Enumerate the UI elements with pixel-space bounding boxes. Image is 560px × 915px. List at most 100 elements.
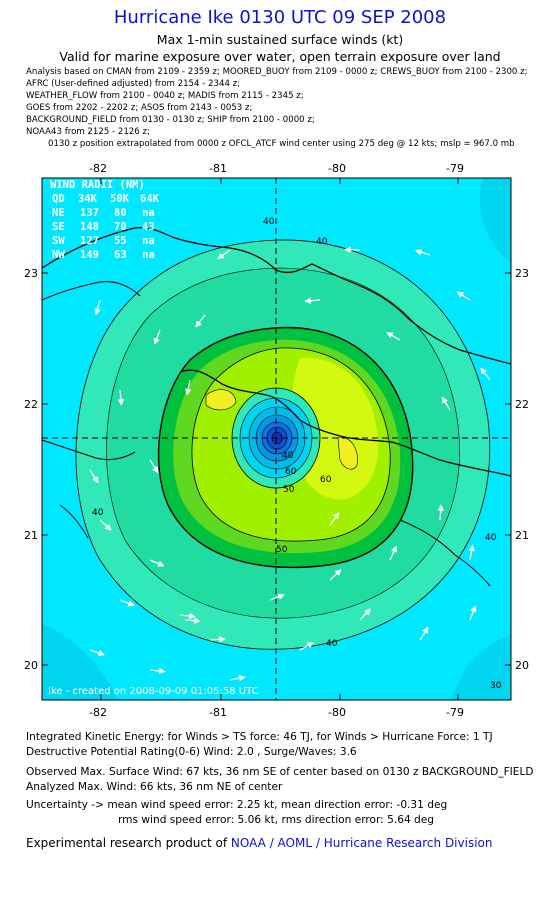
wind-max-area-nw <box>205 389 237 411</box>
uncertainty-line-2: rms wind speed error: 5.06 kt, rms direc… <box>118 814 435 826</box>
wind-vector-arrow <box>414 249 431 256</box>
wind-vector-arrow <box>389 545 397 561</box>
wind-vector-arrow <box>184 617 201 624</box>
wind-radii-quadrant: SW <box>52 235 65 247</box>
lon-tick-label: -79 <box>446 706 464 719</box>
lat-tick-label: 21 <box>24 529 38 542</box>
analysis-line: Analysis based on CMAN from 2109 - 2359 … <box>26 67 528 77</box>
contour-label: 40 <box>326 639 338 649</box>
cuba-south-coast <box>179 369 511 477</box>
wind-radii-title: WIND RADII (NM) <box>50 179 145 191</box>
wind-radii-value: 149 <box>80 249 99 261</box>
lon-tick-label: -82 <box>89 162 107 175</box>
lon-tick-label: -79 <box>446 162 464 175</box>
lon-tick-label: -81 <box>209 162 227 175</box>
wind-vector-arrow <box>480 367 491 381</box>
wind-radii-value: na <box>142 207 155 219</box>
wind-radii-value: 43 <box>142 221 155 233</box>
wind-vector-arrow <box>437 504 444 521</box>
wind-band-30-se <box>452 634 511 700</box>
credit-org-link[interactable]: NOAA / AOML / Hurricane Research Divisio… <box>230 836 493 850</box>
analysis-line: NOAA43 from 2125 - 2126 z; <box>26 127 150 137</box>
wind-vector-arrow <box>299 642 314 651</box>
lat-tick-label: 21 <box>515 529 529 542</box>
contour-label: 50 <box>276 545 288 555</box>
wind-band-30-ne <box>480 178 511 264</box>
credit-line: Experimental research product of NOAA / … <box>26 836 492 850</box>
credit-prefix: Experimental research product of <box>26 836 231 850</box>
wind-vector-arrow <box>269 593 285 601</box>
analysis-line: AFRC (User-defined adjusted) from 2154 -… <box>26 79 241 89</box>
wind-vector-arrow <box>117 389 125 406</box>
lon-tick-label: -81 <box>209 706 227 719</box>
wind-vector-arrow <box>209 636 226 643</box>
wind-vector-arrow <box>469 605 477 621</box>
wind-radii-quadrant: NE <box>52 207 65 219</box>
contour-40-west <box>59 504 89 539</box>
wind-vector-arrow <box>99 519 112 531</box>
contour-label: 40 <box>263 217 275 227</box>
lat-tick-label: 22 <box>515 398 529 411</box>
ike-line: Integrated Kinetic Energy: for Winds > T… <box>26 731 493 743</box>
wind-vector-arrow <box>149 559 165 567</box>
map-subtitle: Max 1-min sustained surface winds (kt) <box>156 32 404 47</box>
contour-label: 40 <box>316 237 328 247</box>
wind-vector-arrow <box>304 297 321 304</box>
wind-radii-value: 148 <box>80 221 99 233</box>
plot-area: 40 40 40 40 50 50 60 60 40 30 40 WIND RA… <box>0 178 511 890</box>
wind-vector-arrow <box>456 291 471 301</box>
wind-vector-arrow <box>329 569 342 581</box>
axis-ticks <box>42 178 511 700</box>
wind-vector-arrow <box>179 612 196 620</box>
wind-vector-arrow <box>229 674 246 682</box>
wind-radii-value: 55 <box>114 235 127 247</box>
wind-max-area <box>337 437 358 470</box>
wind-vector-arrow <box>419 626 429 641</box>
wind-radii-value: 127 <box>80 235 99 247</box>
isla-juventud-coast <box>42 439 136 461</box>
wind-vector-arrow <box>386 332 401 341</box>
lon-tick-label: -82 <box>89 706 107 719</box>
wind-band-20 <box>0 670 70 890</box>
wind-band-30 <box>42 623 118 700</box>
lat-tick-label: 20 <box>515 659 529 672</box>
analysis-line: GOES from 2202 - 2202 z; ASOS from 2143 … <box>26 103 253 113</box>
wind-vector-arrow <box>217 249 231 260</box>
wind-vector-arrow <box>195 314 206 328</box>
wind-radii-value: 137 <box>80 207 99 219</box>
wind-vector-arrow <box>149 667 166 675</box>
contour-label: 40 <box>92 508 104 518</box>
contour-label: 60 <box>320 475 332 485</box>
contour-label: 40 <box>485 533 497 543</box>
observed-max-line: Observed Max. Surface Wind: 67 kts, 36 n… <box>26 766 534 778</box>
wind-radii-header-34k: 34K <box>78 193 98 205</box>
contour-label: 50 <box>283 485 295 495</box>
wind-vector-arrow <box>94 299 101 316</box>
lat-tick-label: 23 <box>515 267 529 280</box>
contour-label: 30 <box>490 681 502 691</box>
analysis-line: BACKGROUND_FIELD from 0130 - 0130 z; SHI… <box>26 115 315 125</box>
analysis-line: WEATHER_FLOW from 2100 - 0040 z; MADIS f… <box>26 91 304 101</box>
lat-tick-label: 23 <box>24 267 38 280</box>
lat-tick-label: 20 <box>24 659 38 672</box>
wind-vector-arrow <box>329 512 340 526</box>
contour-label: 40 <box>282 451 294 461</box>
wind-radii-table: WIND RADII (NM) QD 34K 50K 64K NE 137 80… <box>50 179 160 261</box>
wind-vectors <box>89 246 491 682</box>
lon-tick-label: -80 <box>328 706 346 719</box>
analysis-info: Analysis based on CMAN from 2109 - 2359 … <box>26 66 528 150</box>
wind-vector-arrow <box>149 459 159 474</box>
wind-radii-header-qd: QD <box>52 193 65 205</box>
wind-radii-value: 63 <box>114 249 127 261</box>
wind-vector-arrow <box>89 469 99 484</box>
lon-tick-label: -80 <box>328 162 346 175</box>
analyzed-max-line: Analyzed Max. Wind: 66 kts, 36 nm NE of … <box>26 781 283 793</box>
wind-vector-arrow <box>359 608 371 621</box>
wind-radii-quadrant: NW <box>52 249 65 261</box>
uncertainty-line-1: Uncertainty -> mean wind speed error: 2.… <box>26 799 448 811</box>
contour-label: 60 <box>285 467 297 477</box>
wind-vector-arrow <box>468 544 475 561</box>
wind-radii-value: 70 <box>114 221 127 233</box>
creation-credit: Ike - created on 2008-09-09 01:05:58 UTC <box>48 686 259 697</box>
position-line: 0130 z position extrapolated from 0000 z… <box>48 139 515 149</box>
